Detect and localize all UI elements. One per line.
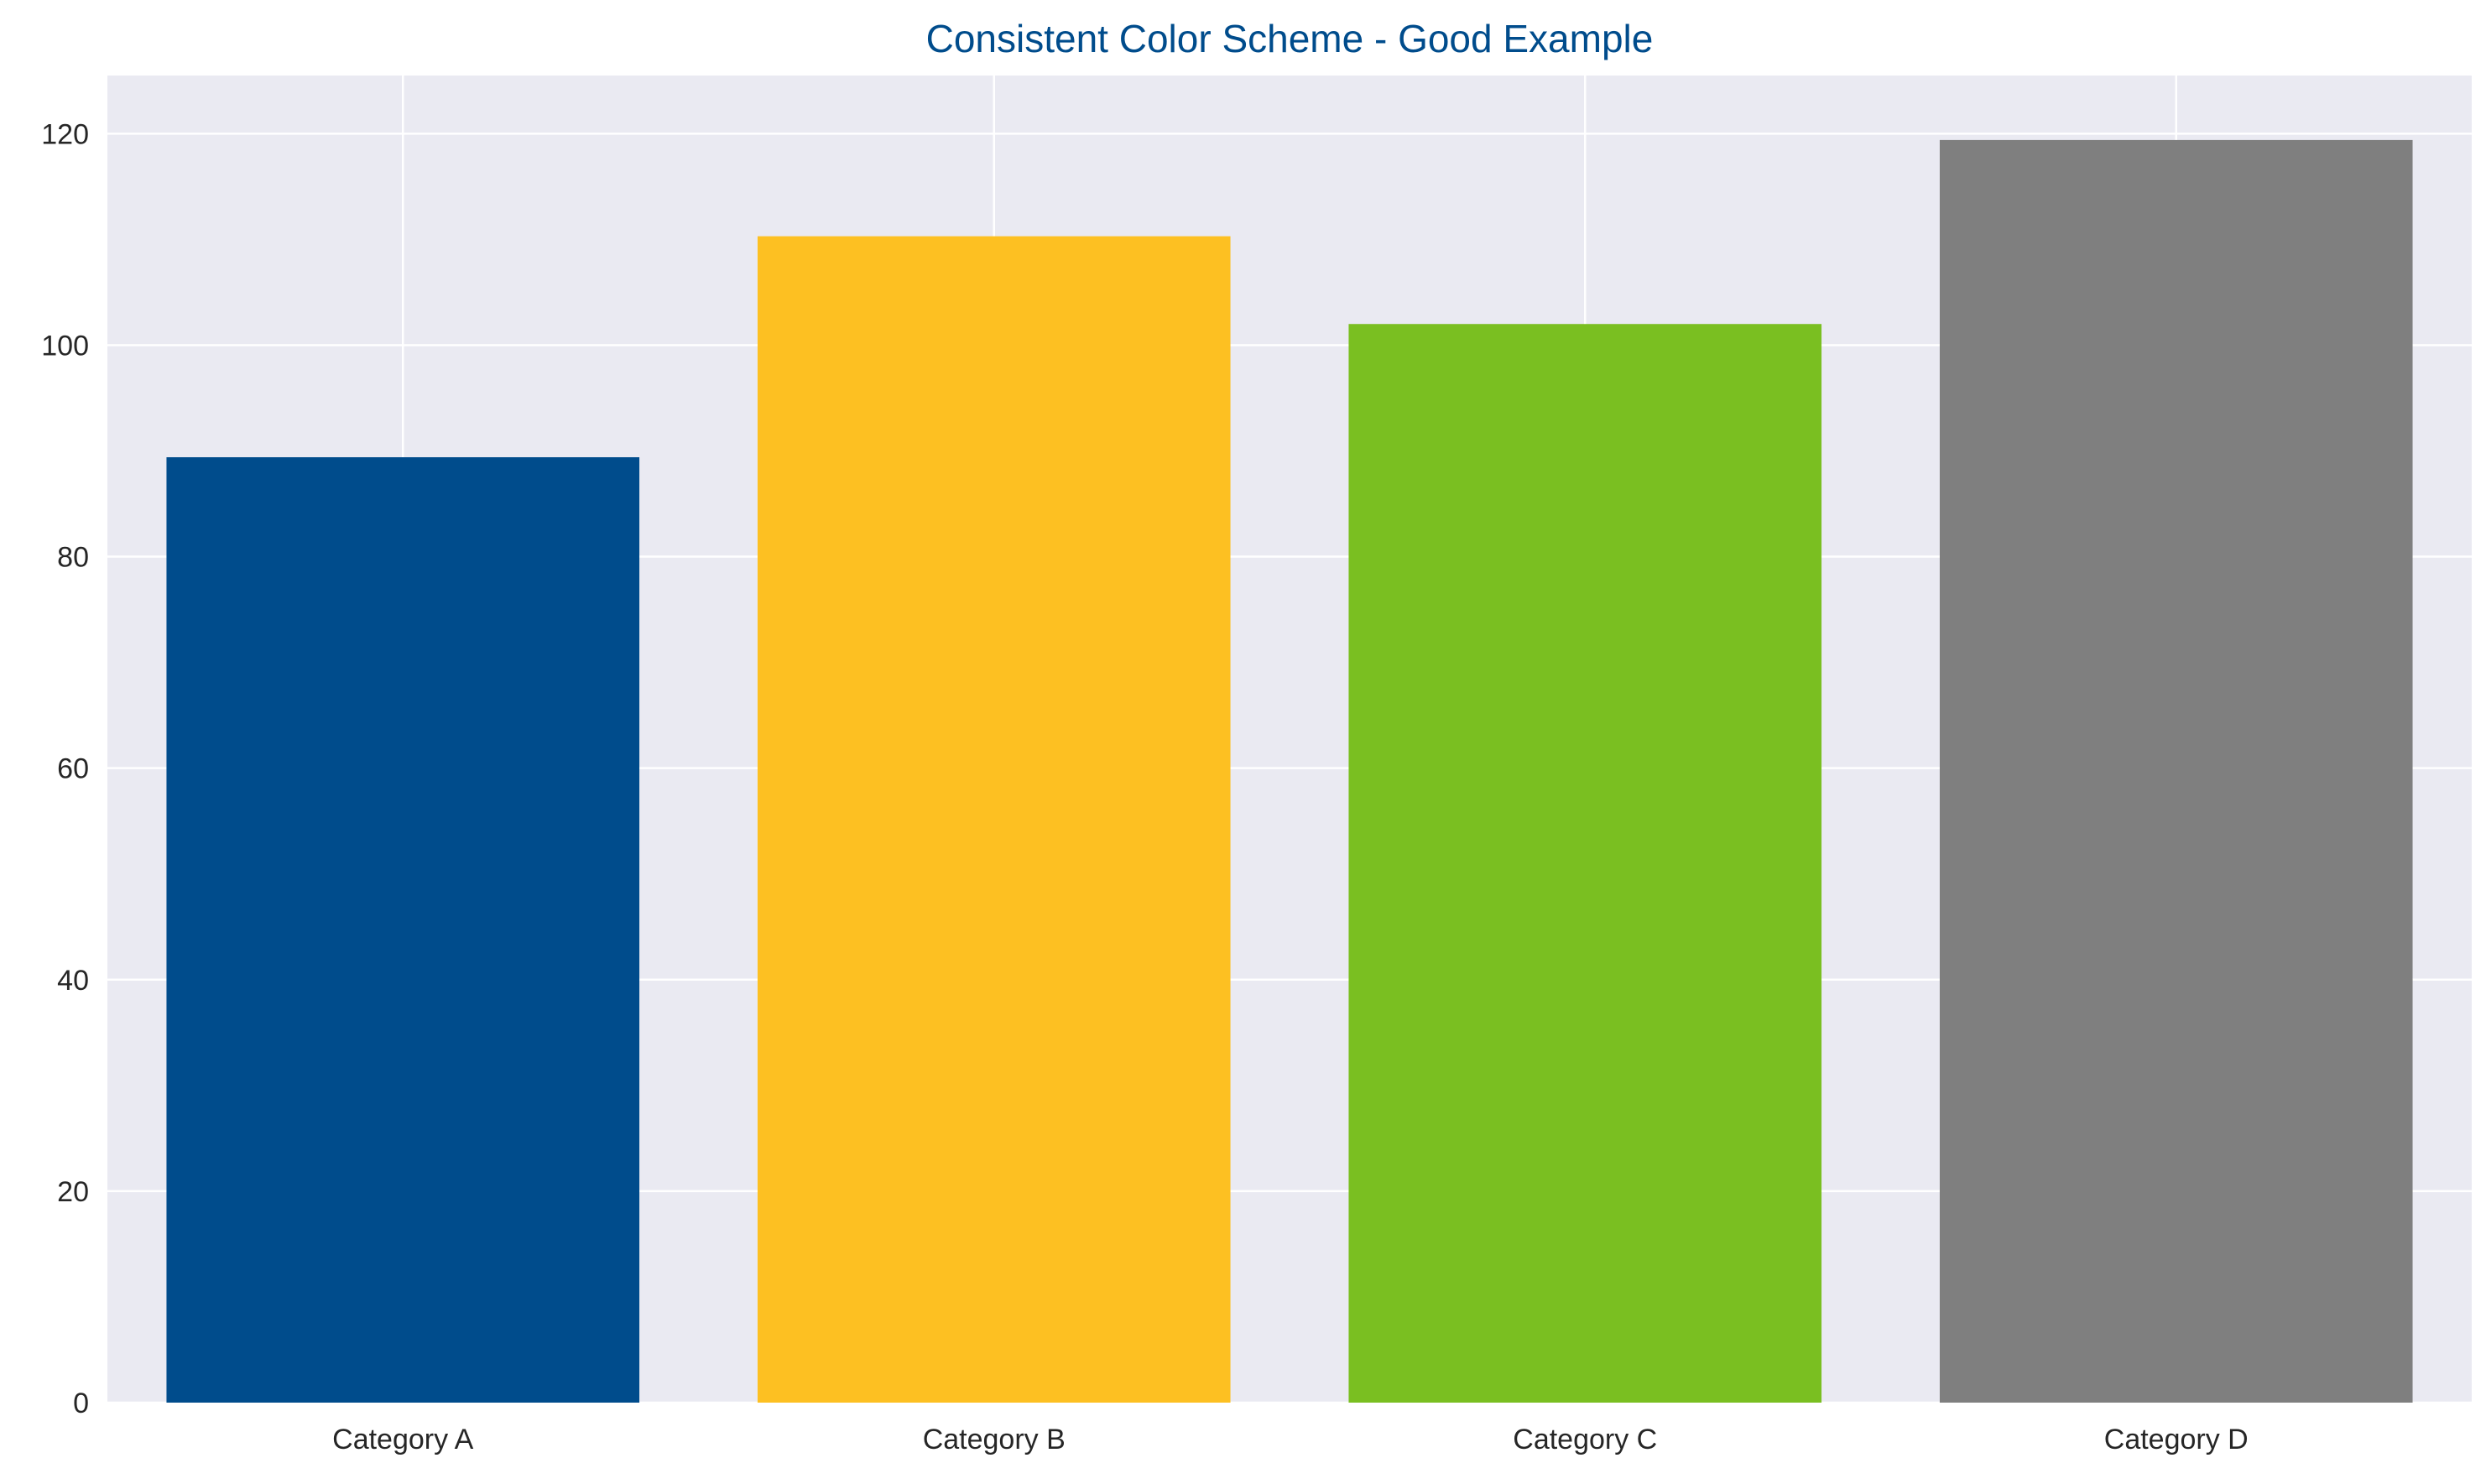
- y-tick-label: 80: [57, 542, 89, 574]
- x-tick-label: Category A: [332, 1424, 474, 1455]
- bar-category-a: [166, 457, 640, 1403]
- x-axis-tick-labels: Category A Category B Category C Category D: [332, 1424, 2249, 1455]
- y-tick-label: 40: [57, 965, 89, 997]
- y-axis-tick-labels: 0 20 40 60 80 100 120: [41, 118, 89, 1419]
- y-tick-label: 0: [73, 1388, 89, 1419]
- bar-category-c: [1348, 324, 1822, 1403]
- y-tick-label: 100: [41, 330, 89, 362]
- bars: [166, 139, 2413, 1403]
- x-tick-label: Category C: [1513, 1424, 1657, 1455]
- y-tick-label: 20: [57, 1176, 89, 1208]
- x-tick-label: Category B: [923, 1424, 1066, 1455]
- y-tick-label: 60: [57, 753, 89, 785]
- bar-category-d: [1939, 139, 2413, 1403]
- x-tick-label: Category D: [2104, 1424, 2249, 1455]
- y-tick-label: 120: [41, 118, 89, 150]
- chart-title: Consistent Color Scheme - Good Example: [926, 17, 1654, 60]
- bar-category-b: [757, 236, 1231, 1403]
